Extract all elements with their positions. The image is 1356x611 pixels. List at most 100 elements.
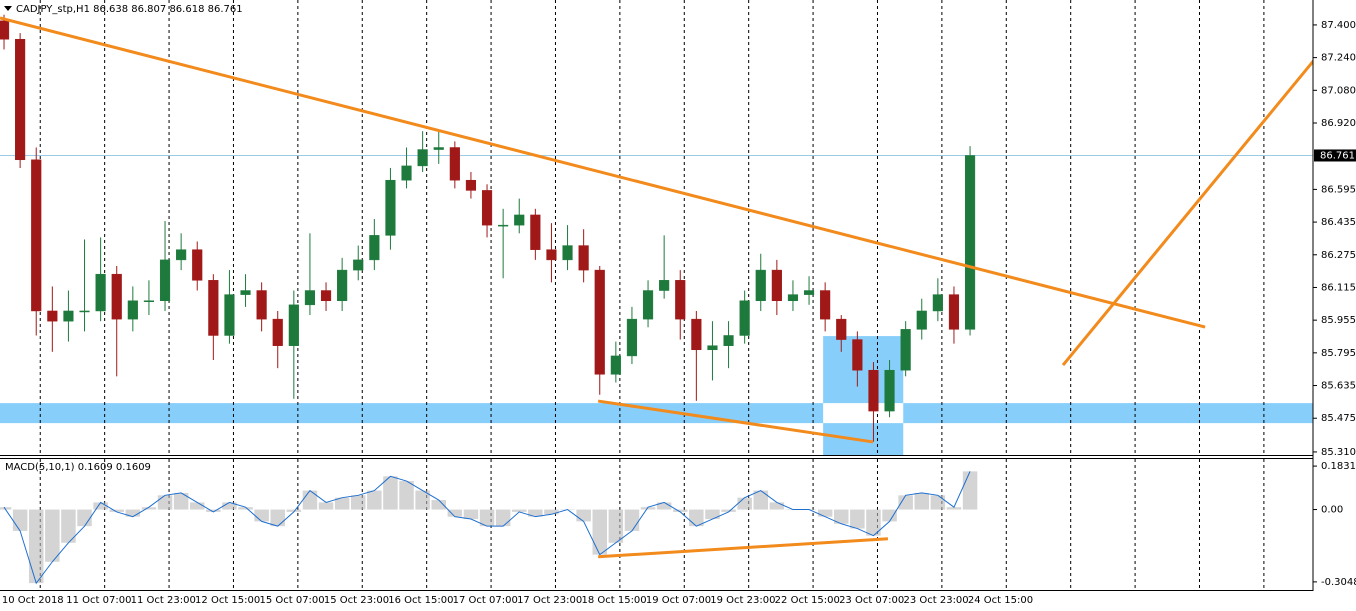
- candle-body: [852, 339, 863, 371]
- macd-histogram-bar: [318, 502, 334, 510]
- zone-overlap: [823, 403, 904, 424]
- macd-histogram-bar: [914, 492, 930, 510]
- candle-body: [546, 249, 557, 261]
- macd-histogram-bar: [592, 509, 607, 555]
- macd-histogram-bar: [447, 509, 463, 517]
- candle-body: [723, 335, 734, 346]
- x-tick-label: 23 Oct 23:00: [903, 595, 968, 606]
- candle-body: [63, 310, 74, 322]
- candle-body: [465, 179, 477, 191]
- y-tick-label: 85.310: [1321, 447, 1356, 458]
- candle-body: [755, 269, 766, 301]
- candle-body: [948, 294, 960, 330]
- x-tick-label: 10 Oct 2018: [2, 595, 64, 606]
- macd-histogram-bar: [624, 509, 640, 531]
- x-tick-label: 11 Oct 07:00: [66, 595, 131, 606]
- macd-histogram-bar: [238, 507, 253, 510]
- x-tick-label: 19 Oct 07:00: [646, 595, 711, 606]
- macd-histogram-bar: [656, 502, 672, 510]
- macd-histogram-bar: [77, 509, 92, 527]
- candle-body: [626, 318, 638, 357]
- x-tick-label: 15 Oct 07:00: [259, 595, 324, 606]
- macd-histogram-bar: [479, 509, 495, 527]
- macd-histogram-bar: [721, 509, 736, 512]
- macd-histogram-bar: [608, 509, 624, 543]
- macd-histogram-bar: [817, 509, 833, 517]
- x-tick-label: 17 Oct 07:00: [453, 595, 518, 606]
- macd-histogram-bar: [286, 509, 302, 512]
- candle-body: [15, 38, 26, 161]
- macd-histogram-bar: [0, 507, 12, 510]
- y-tick-label: 87.080: [1321, 85, 1356, 96]
- x-tick-label: 22 Oct 15:00: [775, 595, 840, 606]
- macd-histogram-bar: [930, 495, 946, 510]
- macd-histogram-bar: [882, 509, 897, 522]
- candle-body: [771, 269, 782, 301]
- candle-body: [224, 294, 235, 336]
- candle-body: [433, 147, 444, 150]
- candle-body: [787, 294, 799, 301]
- candle-body: [916, 310, 927, 330]
- candle-body: [143, 300, 155, 302]
- x-tick-label: 16 Oct 15:00: [388, 595, 453, 606]
- candle-body: [288, 304, 299, 346]
- candle-body: [514, 214, 525, 226]
- macd-histogram-bar: [93, 502, 108, 510]
- macd-histogram-bar: [222, 502, 237, 510]
- trendline: [597, 399, 874, 444]
- candle-body: [900, 329, 911, 371]
- candle-body: [176, 249, 187, 261]
- macd-panel: [0, 459, 1265, 590]
- macd-histogram-bar: [528, 509, 543, 517]
- y-tick-label: 0.00: [1321, 505, 1343, 516]
- x-tick-label: 15 Oct 23:00: [324, 595, 389, 606]
- macd-histogram-bar: [705, 509, 720, 520]
- candle-body: [836, 318, 847, 340]
- y-tick-label: 86.920: [1321, 118, 1356, 129]
- macd-histogram-bar: [673, 509, 688, 512]
- candle-body: [642, 290, 654, 320]
- candle-body: [884, 369, 895, 412]
- macd-histogram-bar: [334, 497, 350, 510]
- candle-body: [192, 249, 203, 281]
- y-tick-label: 86.595: [1321, 184, 1356, 195]
- x-tick-label: 11 Oct 23:00: [131, 595, 196, 606]
- y-tick-label: 86.275: [1321, 250, 1356, 261]
- candle-body: [578, 245, 589, 271]
- y-tick-label: -0.3048: [1321, 577, 1356, 588]
- current-price-box: [1314, 149, 1356, 162]
- x-tick-label: 24 Oct 15:00: [968, 595, 1033, 606]
- macd-histogram-bar: [737, 497, 752, 510]
- menu-icon: [4, 6, 12, 11]
- macd-histogram-bar: [28, 509, 44, 584]
- candle-body: [675, 280, 686, 320]
- price-panel: [0, 0, 1313, 455]
- candle-body: [449, 147, 460, 181]
- candle-body: [272, 318, 283, 346]
- macd-histogram-bar: [866, 509, 881, 536]
- macd-histogram-bar: [173, 492, 189, 510]
- candle-body: [79, 310, 90, 313]
- trendline: [0, 16, 1206, 329]
- macd-histogram-bar: [383, 476, 398, 510]
- candle-body: [562, 245, 573, 261]
- candle-body: [0, 20, 10, 40]
- macd-histogram-bar: [350, 495, 366, 510]
- candle-body: [530, 214, 541, 250]
- macd-histogram-bar: [189, 502, 205, 510]
- candle-body: [320, 290, 332, 301]
- macd-histogram-bar: [157, 495, 173, 510]
- macd-histogram-bar: [544, 509, 559, 515]
- macd-histogram-bar: [834, 509, 849, 524]
- candle-body: [304, 290, 316, 306]
- candle-body: [803, 290, 815, 295]
- macd-histogram-bar: [689, 509, 704, 527]
- candle-body: [256, 290, 267, 320]
- candle-body: [610, 355, 621, 375]
- macd-histogram-bar: [109, 509, 124, 512]
- y-tick-label: 87.400: [1321, 20, 1356, 31]
- candle-body: [691, 318, 702, 351]
- macd-histogram-bar: [45, 509, 60, 562]
